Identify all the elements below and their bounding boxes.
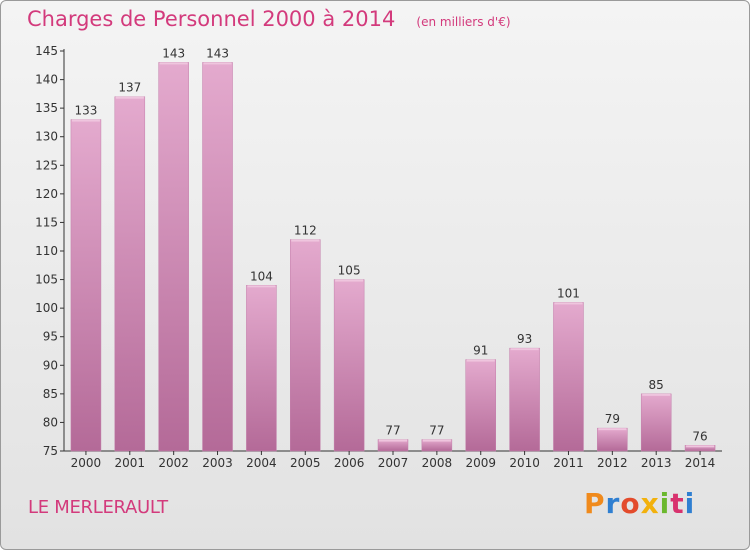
bar-2003 — [203, 62, 233, 451]
bar-2002 — [159, 62, 189, 451]
bar-highlight — [116, 97, 144, 99]
bar-2009 — [466, 360, 496, 451]
x-tick-label: 2007 — [378, 456, 409, 470]
y-tick-label: 125 — [35, 158, 58, 172]
y-tick-label: 90 — [43, 358, 58, 372]
chart-frame: Charges de Personnel 2000 à 2014 (en mil… — [0, 0, 750, 550]
data-label: 143 — [162, 46, 185, 60]
logo-letter: x — [641, 487, 660, 520]
data-label: 112 — [294, 224, 317, 238]
data-label: 137 — [118, 81, 141, 95]
x-tick-label: 2010 — [509, 456, 540, 470]
bar-highlight — [335, 280, 363, 282]
proxiti-logo: Proxiti — [584, 487, 695, 520]
x-tick-label: 2004 — [246, 456, 277, 470]
x-tick-label: 2000 — [71, 456, 102, 470]
logo-letter: t — [670, 487, 684, 520]
bar-2000 — [71, 120, 101, 451]
y-tick-label: 135 — [35, 101, 58, 115]
x-tick-label: 2005 — [290, 456, 321, 470]
y-tick-label: 120 — [35, 187, 58, 201]
bar-highlight — [291, 240, 319, 242]
logo-letter: r — [606, 487, 621, 520]
data-label: 91 — [473, 344, 488, 358]
commune-name: LE MERLERAULT — [28, 497, 168, 518]
bar-highlight — [160, 62, 188, 64]
bar-highlight — [423, 440, 451, 442]
y-tick-label: 145 — [35, 44, 58, 58]
x-tick-label: 2008 — [422, 456, 453, 470]
bar-highlight — [204, 62, 232, 64]
bar-2012 — [597, 428, 627, 451]
data-label: 85 — [649, 378, 664, 392]
y-tick-label: 85 — [43, 387, 58, 401]
data-label: 77 — [429, 424, 444, 438]
data-label: 104 — [250, 269, 273, 283]
data-label: 93 — [517, 332, 532, 346]
y-tick-label: 80 — [43, 415, 58, 429]
x-tick-label: 2013 — [641, 456, 672, 470]
bar-chart: 75 80 85 90 95 100 105 110 115 120 125 130 135 140 145… — [1, 1, 750, 550]
bar-highlight — [554, 302, 582, 304]
x-tick-label: 2011 — [553, 456, 584, 470]
y-tick-label: 115 — [35, 215, 58, 229]
y-tick-label: 105 — [35, 273, 58, 287]
bar-2010 — [510, 348, 540, 451]
bar-highlight — [642, 394, 670, 396]
x-tick-label: 2009 — [465, 456, 496, 470]
bar-2006 — [334, 280, 364, 451]
bar-highlight — [72, 120, 100, 122]
logo-letter: o — [620, 487, 640, 520]
data-label: 79 — [605, 412, 620, 426]
x-tick-label: 2006 — [334, 456, 365, 470]
bar-highlight — [247, 285, 275, 287]
logo-letter: i — [660, 487, 671, 520]
data-label: 76 — [692, 429, 707, 443]
data-label: 143 — [206, 46, 229, 60]
bar-highlight — [598, 428, 626, 430]
bar-2001 — [115, 97, 145, 451]
y-tick-label: 95 — [43, 330, 58, 344]
x-tick-label: 2014 — [685, 456, 716, 470]
bar-2011 — [553, 302, 583, 451]
data-label: 133 — [74, 104, 97, 118]
x-tick-label: 2001 — [115, 456, 146, 470]
data-label: 77 — [385, 424, 400, 438]
x-tick-label: 2003 — [202, 456, 233, 470]
bar-highlight — [511, 348, 539, 350]
y-tick-label: 110 — [35, 244, 58, 258]
x-tick-label: 2002 — [158, 456, 189, 470]
y-tick-label: 130 — [35, 130, 58, 144]
bar-highlight — [467, 360, 495, 362]
y-tick-label: 140 — [35, 73, 58, 87]
bar-2005 — [290, 240, 320, 451]
bar-2013 — [641, 394, 671, 451]
logo-letter: i — [685, 487, 696, 520]
logo-letter: P — [584, 487, 606, 520]
y-tick-label: 100 — [35, 301, 58, 315]
y-tick-label: 75 — [43, 444, 58, 458]
x-tick-label: 2012 — [597, 456, 628, 470]
bar-highlight — [379, 440, 407, 442]
data-label: 105 — [338, 264, 361, 278]
bar-highlight — [686, 445, 714, 447]
data-label: 101 — [557, 286, 580, 300]
bar-2004 — [246, 285, 276, 451]
